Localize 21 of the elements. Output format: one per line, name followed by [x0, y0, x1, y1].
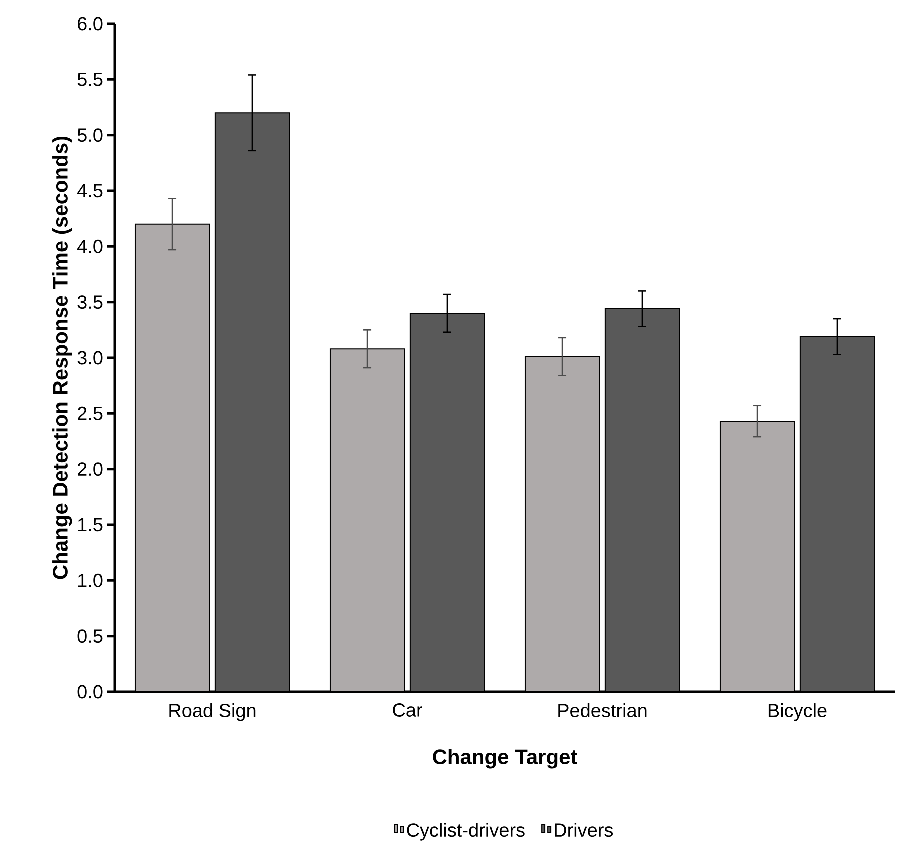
y-tick-label: 0.5 [78, 630, 103, 644]
x-tick-label: Road Sign [170, 704, 256, 722]
x-tick-label: Car [393, 704, 422, 717]
y-tick-label: 4.5 [77, 184, 103, 198]
y-tick-label: 0.0 [78, 685, 103, 699]
y-tick-label: 1.5 [78, 518, 103, 532]
y-tick-label: 3.5 [78, 296, 103, 310]
y-tick-label: 3.0 [78, 351, 103, 365]
y-tick-label: 5.5 [78, 73, 103, 86]
legend-label: Drivers [555, 823, 614, 838]
x-tick-label: Pedestrian [558, 704, 647, 718]
x-axis-title: Change Target [433, 749, 578, 769]
y-axis-title: Change Detection Response Time (seconds) [52, 136, 72, 580]
x-tick-label: Bicycle [768, 704, 827, 722]
y-tick-label: 1.0 [78, 574, 103, 588]
y-tick-label: 2.5 [78, 406, 103, 420]
y-tick-label: 2.0 [78, 462, 103, 476]
y-tick-label: 5.0 [78, 128, 103, 142]
legend-label: Cyclist-drivers [407, 823, 525, 841]
y-tick-label: 6.0 [78, 17, 103, 31]
y-tick-label: 4.0 [77, 240, 103, 254]
